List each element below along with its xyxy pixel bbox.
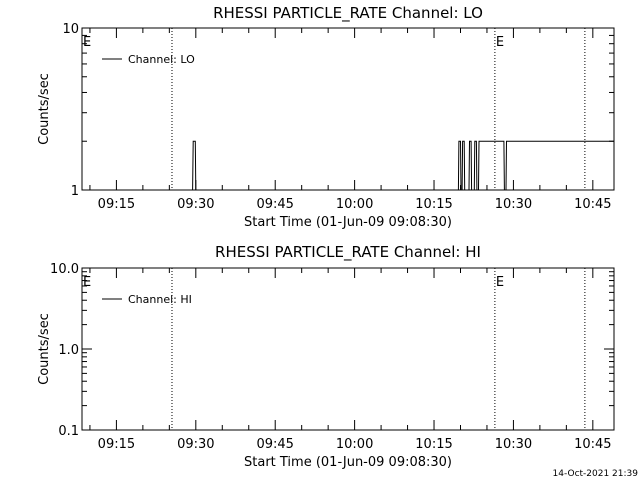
x-tick-label: 10:30 — [495, 197, 532, 212]
x-tick-label: 10:15 — [415, 437, 452, 452]
x-axis-label: Start Time (01-Jun-09 09:08:30) — [244, 215, 452, 230]
x-tick-label: 09:15 — [98, 197, 135, 212]
x-tick-label: 10:00 — [336, 437, 373, 452]
footer-timestamp: 14-Oct-2021 21:39 — [552, 469, 638, 479]
legend-label: Channel: HI — [128, 293, 192, 306]
x-tick-label: 10:45 — [574, 437, 611, 452]
x-tick-label: 09:15 — [98, 437, 135, 452]
y-tick-label: 1 — [71, 184, 79, 199]
chart-title: RHESSI PARTICLE_RATE Channel: HI — [215, 243, 481, 262]
y-tick-label: 10 — [62, 22, 79, 37]
series-line — [82, 140, 614, 191]
chart-title: RHESSI PARTICLE_RATE Channel: LO — [213, 4, 483, 23]
x-tick-label: 10:15 — [415, 197, 452, 212]
y-axis-label: Counts/sec — [37, 73, 52, 145]
event-marker-label: E — [496, 275, 504, 290]
event-marker-label: E — [83, 275, 91, 290]
x-tick-label: 10:00 — [336, 197, 373, 212]
x-tick-label: 09:45 — [256, 437, 293, 452]
chart-panel-2: RHESSI PARTICLE_RATE Channel: HI 0.1 1.0 10… — [37, 243, 615, 470]
legend-label: Channel: LO — [128, 53, 195, 66]
x-tick-label: 09:45 — [256, 197, 293, 212]
y-tick-label: 1.0 — [58, 343, 79, 358]
y-tick-label: 0.1 — [58, 424, 79, 439]
chart-panel-1: RHESSI PARTICLE_RATE Channel: LO 1 10 Count… — [37, 4, 615, 230]
x-tick-label: 09:30 — [177, 197, 214, 212]
event-marker-label: E — [83, 35, 91, 50]
event-marker-label: E — [496, 35, 504, 50]
x-tick-label: 10:30 — [495, 437, 532, 452]
x-tick-label: 09:30 — [177, 437, 214, 452]
x-axis-label: Start Time (01-Jun-09 09:08:30) — [244, 455, 452, 470]
y-tick-label: 10.0 — [50, 262, 79, 277]
x-tick-label: 10:45 — [574, 197, 611, 212]
y-axis-label: Counts/sec — [37, 313, 52, 385]
